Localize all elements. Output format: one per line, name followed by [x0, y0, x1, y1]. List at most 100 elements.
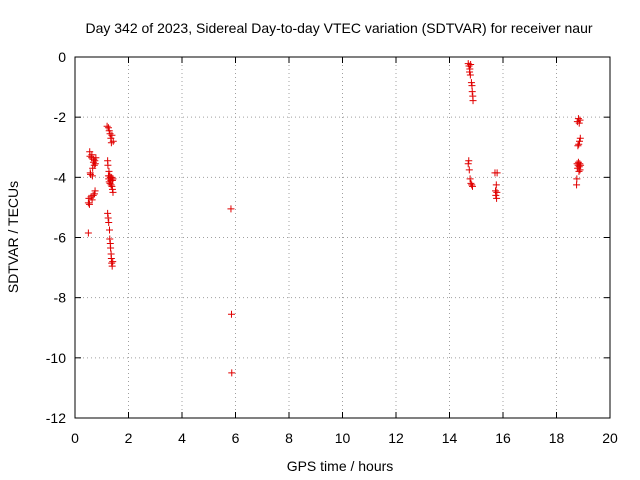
- data-point-marker: [92, 154, 100, 162]
- y-tick-label: -8: [54, 290, 67, 306]
- data-point-marker: [108, 262, 116, 270]
- data-point-marker: [469, 182, 477, 190]
- data-point-marker: [105, 218, 113, 226]
- x-tick-label: 16: [495, 430, 511, 446]
- data-point-marker: [91, 187, 99, 195]
- data-point-marker: [493, 194, 501, 202]
- y-tick-label: -2: [54, 109, 67, 125]
- data-point-marker: [107, 244, 115, 252]
- data-point-marker: [106, 235, 114, 243]
- data-point-marker: [469, 97, 477, 105]
- data-point-marker: [109, 175, 117, 183]
- data-point-marker: [467, 179, 475, 187]
- data-point-marker: [105, 167, 113, 175]
- y-tick-label: -12: [46, 410, 66, 426]
- data-point-marker: [106, 226, 114, 234]
- data-point-marker: [467, 79, 475, 87]
- data-point-marker: [465, 166, 473, 174]
- data-point-marker: [574, 115, 582, 123]
- data-point-marker: [108, 259, 116, 267]
- data-point-marker: [576, 160, 584, 168]
- x-tick-label: 10: [335, 430, 351, 446]
- x-tick-label: 8: [285, 430, 293, 446]
- data-point-marker: [91, 190, 99, 198]
- data-point-marker: [108, 131, 116, 139]
- data-point-marker: [575, 140, 583, 148]
- data-point-marker: [467, 61, 475, 69]
- x-tick-label: 4: [178, 430, 186, 446]
- data-point-marker: [227, 205, 235, 213]
- data-point-marker: [88, 196, 96, 204]
- chart-title: Day 342 of 2023, Sidereal Day-to-day VTE…: [85, 20, 592, 36]
- data-point-marker: [87, 170, 95, 178]
- data-point-marker: [91, 157, 99, 165]
- data-point-marker: [108, 182, 116, 190]
- data-point-marker: [468, 181, 476, 189]
- data-point-marker: [577, 161, 585, 169]
- data-point-marker: [109, 137, 117, 145]
- data-point-marker: [465, 62, 473, 70]
- data-point-marker: [88, 172, 96, 180]
- data-point-marker: [575, 119, 583, 127]
- data-point-marker: [84, 199, 92, 207]
- data-point-marker: [492, 191, 500, 199]
- x-tick-label: 20: [602, 430, 618, 446]
- y-tick-label: -6: [54, 230, 67, 246]
- y-tick-label: -4: [54, 169, 67, 185]
- data-point-marker: [90, 161, 98, 169]
- data-point-marker: [228, 369, 236, 377]
- data-point-marker: [468, 88, 476, 96]
- data-point-marker: [89, 164, 97, 172]
- data-point-marker: [574, 142, 582, 150]
- data-point-marker: [108, 176, 116, 184]
- data-point-marker: [466, 71, 474, 79]
- data-point-marker: [85, 200, 93, 208]
- data-point-marker: [465, 157, 473, 165]
- x-tick-label: 14: [442, 430, 458, 446]
- data-point-marker: [103, 122, 111, 130]
- y-tick-label: -10: [46, 350, 66, 366]
- data-point-marker: [88, 151, 96, 159]
- data-point-marker: [573, 181, 581, 189]
- data-point-marker: [575, 163, 583, 171]
- y-axis-label: SDTVAR / TECUs: [5, 181, 21, 293]
- x-tick-label: 2: [125, 430, 133, 446]
- data-point-marker: [493, 188, 501, 196]
- grid-lines: [75, 57, 610, 418]
- data-point-marker: [576, 137, 584, 145]
- x-tick-label: 6: [232, 430, 240, 446]
- data-point-marker: [84, 229, 92, 237]
- data-point-marker: [104, 214, 112, 222]
- data-point-marker: [107, 181, 115, 189]
- data-point-marker: [576, 116, 584, 124]
- data-point-marker: [89, 191, 97, 199]
- y-tick-label: 0: [58, 49, 66, 65]
- x-tick-label: 12: [388, 430, 404, 446]
- data-point-marker: [104, 124, 112, 132]
- data-point-marker: [91, 160, 99, 168]
- x-tick-label: 18: [549, 430, 565, 446]
- data-point-marker: [493, 169, 501, 177]
- data-point-marker: [104, 209, 112, 217]
- x-tick-label: 0: [71, 430, 79, 446]
- data-point-marker: [86, 152, 94, 160]
- axis-ticks: 0 2 4 6 8 10 12 14 16 18 20 0 -2 -4 -6 -8 -10 -12: [46, 49, 618, 446]
- data-point-marker: [105, 127, 113, 135]
- data-point-marker: [468, 82, 476, 90]
- data-point-marker: [576, 166, 584, 174]
- data-point-marker: [107, 139, 115, 147]
- data-point-marker: [464, 160, 472, 168]
- data-point-marker: [106, 130, 114, 138]
- data-point-marker: [466, 65, 474, 73]
- data-points: [84, 60, 585, 377]
- x-axis-label: GPS time / hours: [287, 458, 394, 474]
- data-point-marker: [108, 173, 116, 181]
- data-point-marker: [109, 258, 117, 266]
- data-point-marker: [466, 175, 474, 183]
- data-point-marker: [108, 185, 116, 193]
- data-point-marker: [576, 134, 584, 142]
- data-point-marker: [573, 175, 581, 183]
- data-point-marker: [492, 181, 500, 189]
- data-point-marker: [104, 161, 112, 169]
